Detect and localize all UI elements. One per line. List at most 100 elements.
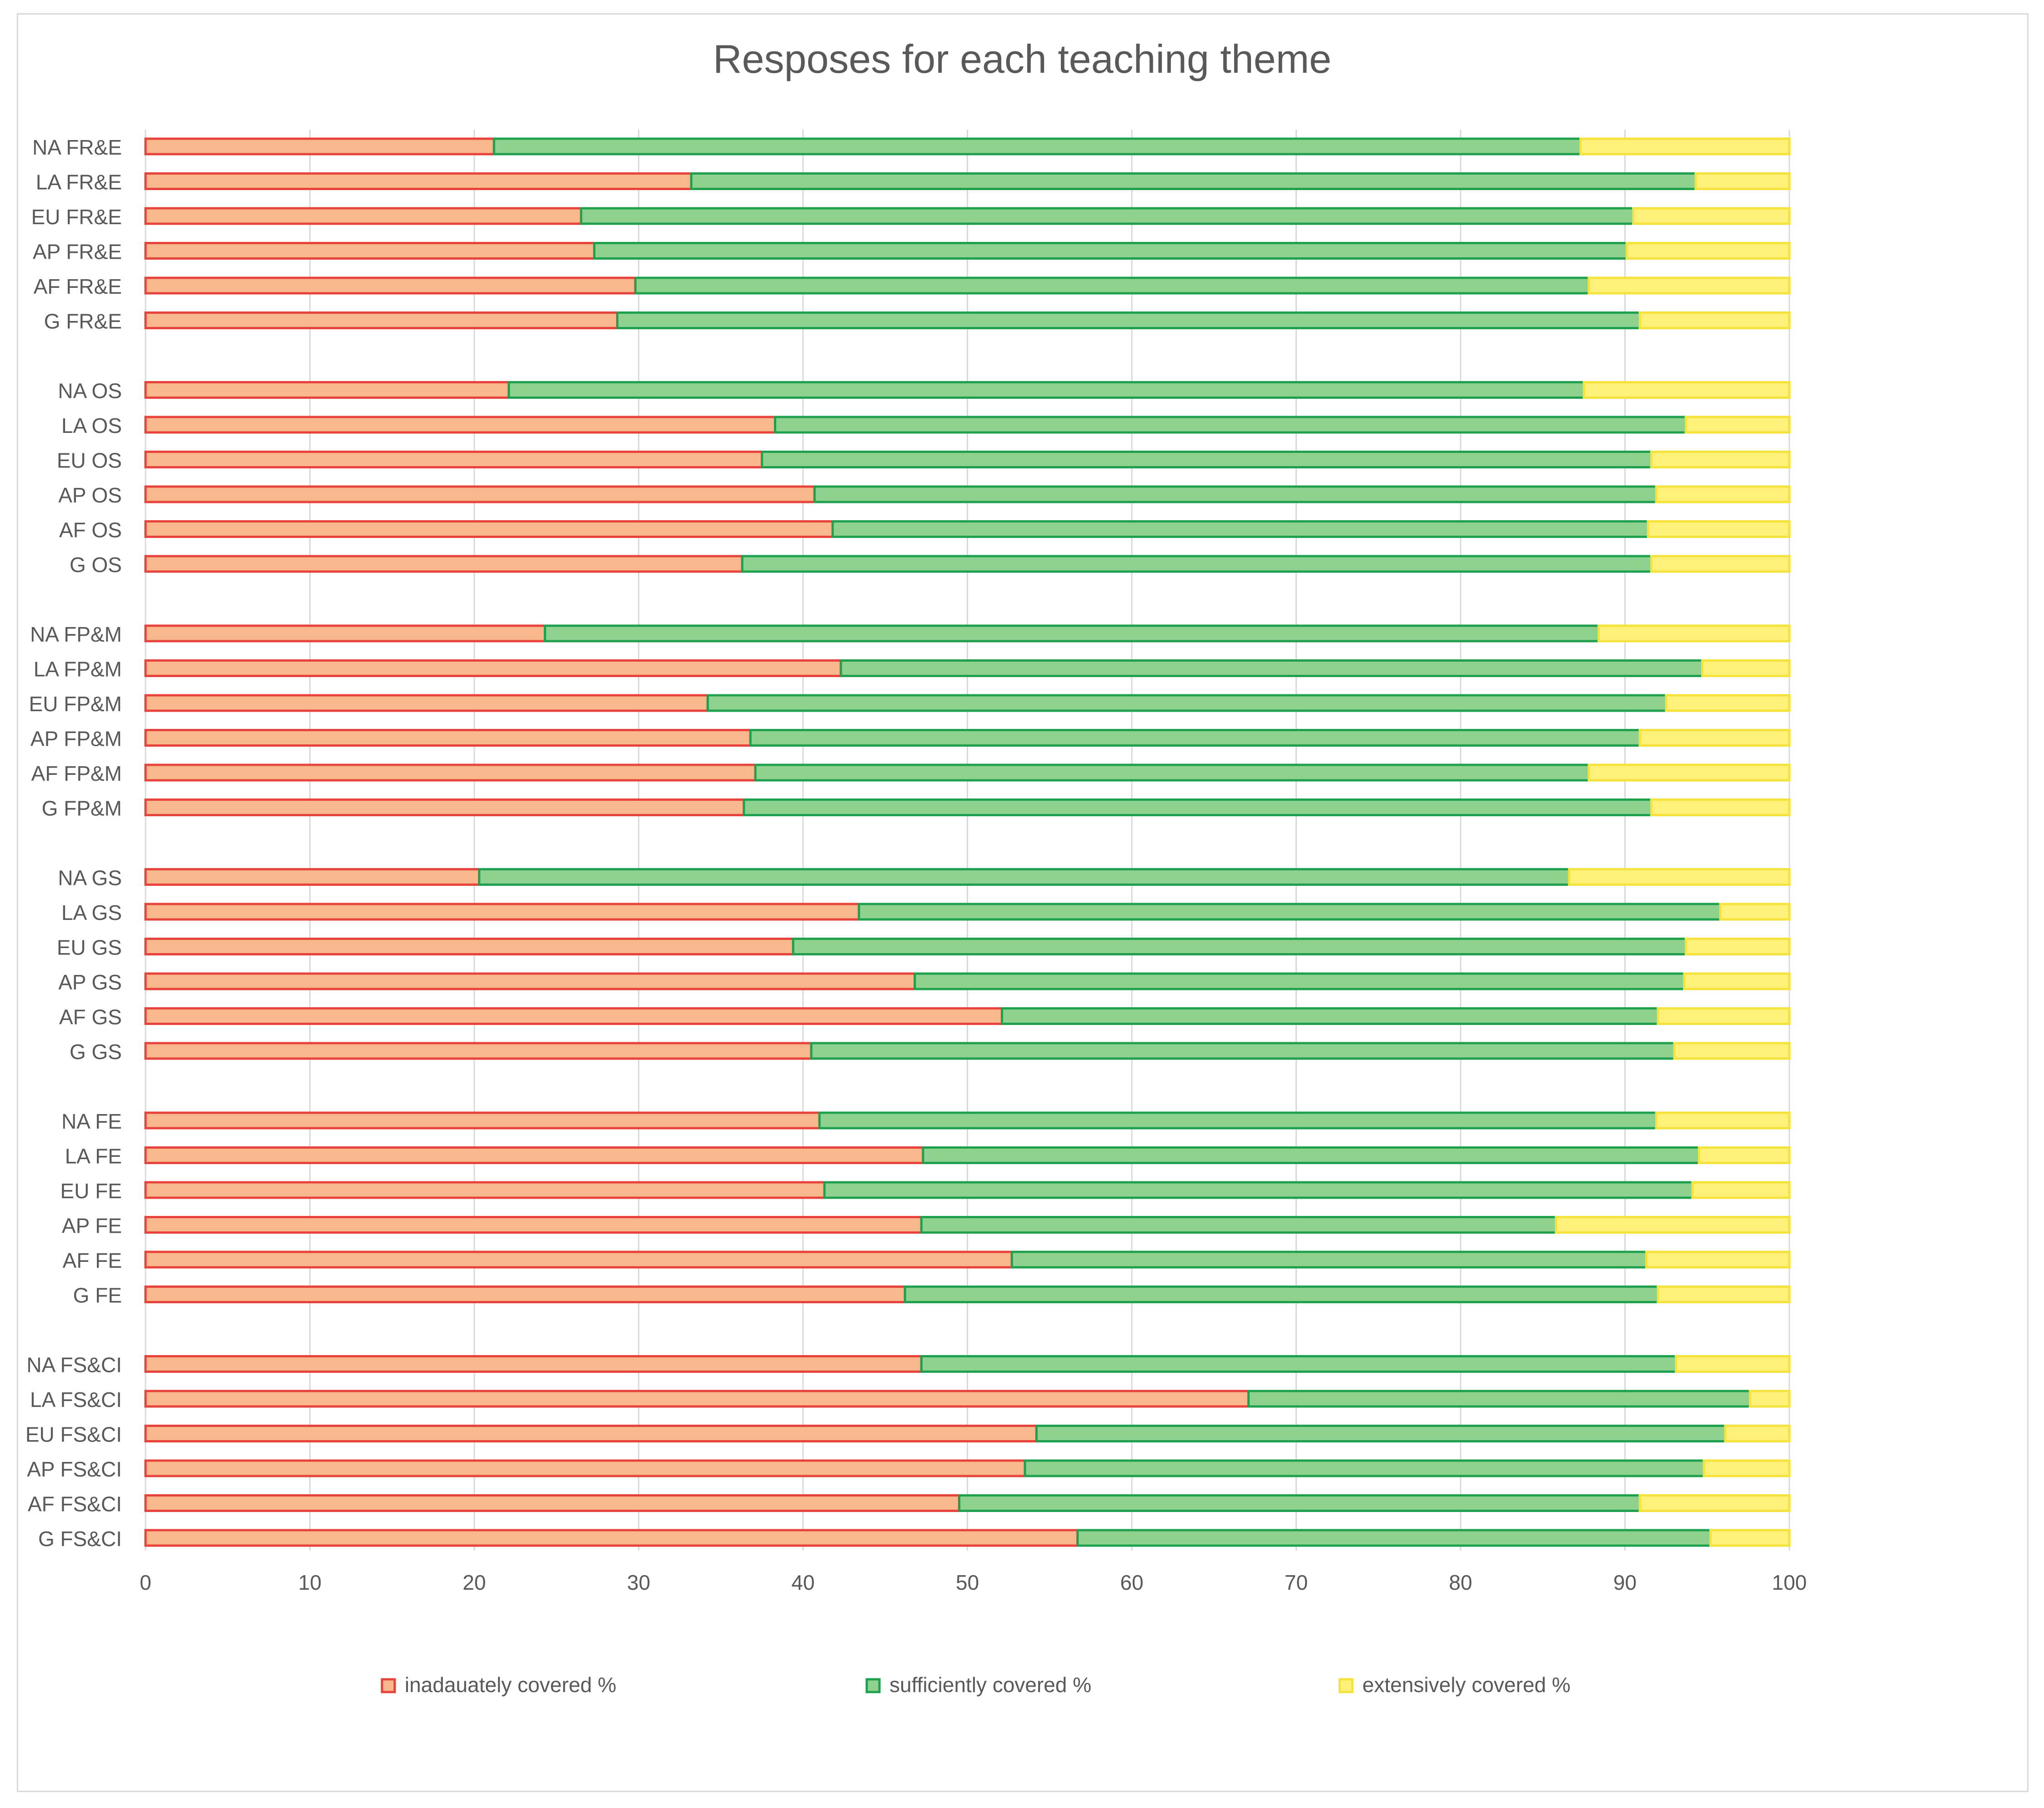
category-label: EU OS — [57, 449, 122, 472]
x-tick-label: 50 — [956, 1571, 979, 1594]
bar-segment-inadequate — [144, 659, 842, 677]
bar-segment-sufficient — [743, 799, 1652, 816]
chart-title: Resposes for each teaching theme — [713, 36, 1331, 81]
bar-segment-sufficient — [920, 1216, 1557, 1234]
bar-segment-inadequate — [144, 1494, 960, 1512]
bar-segment-inadequate — [144, 624, 546, 643]
bar-segment-extensive — [1683, 972, 1791, 990]
category-label: NA OS — [58, 379, 122, 403]
bar-segment-inadequate — [144, 868, 481, 886]
x-tick-label: 30 — [627, 1571, 650, 1594]
category-label: AF FP&M — [31, 762, 122, 785]
category-label: G GS — [70, 1040, 122, 1064]
bar-segment-extensive — [1665, 694, 1791, 712]
bar-segment-inadequate — [144, 1181, 826, 1199]
category-label: EU FP&M — [29, 692, 122, 716]
category-label: AP FE — [62, 1214, 122, 1238]
category-label: G FE — [73, 1284, 122, 1307]
bar-segment-inadequate — [144, 381, 510, 399]
bar-segment-extensive — [1697, 1146, 1791, 1164]
bar-segment-inadequate — [144, 520, 834, 538]
bar-segment-sufficient — [580, 207, 1635, 225]
x-tick-label: 90 — [1613, 1571, 1637, 1594]
bar-segment-extensive — [1684, 938, 1791, 955]
bar-segment-inadequate — [144, 1111, 821, 1130]
bar-segment-sufficient — [904, 1286, 1659, 1303]
bar-segment-sufficient — [1000, 1007, 1659, 1025]
bar-segment-sufficient — [754, 763, 1590, 782]
bar-segment-sufficient — [761, 451, 1652, 468]
category-label: LA OS — [61, 414, 122, 437]
bar-segment-sufficient — [690, 172, 1697, 190]
category-label: EU FR&E — [31, 205, 122, 229]
bar-segment-sufficient — [958, 1494, 1641, 1512]
bar-segment-sufficient — [858, 903, 1722, 921]
category-label: G FS&CI — [38, 1527, 122, 1551]
bar-segment-extensive — [1691, 1181, 1791, 1199]
category-label: G FP&M — [42, 797, 122, 820]
category-label: AF FR&E — [34, 275, 122, 298]
bar-segment-inadequate — [144, 242, 596, 260]
bar-segment-inadequate — [144, 1146, 924, 1164]
bar-segment-sufficient — [616, 311, 1641, 329]
category-label: AP OS — [58, 483, 122, 507]
bar-segment-extensive — [1579, 137, 1791, 156]
bar-segment-extensive — [1568, 868, 1791, 886]
category-label: AF FE — [63, 1249, 122, 1272]
bar-segment-sufficient — [492, 137, 1582, 156]
bar-segment-extensive — [1650, 555, 1791, 573]
legend-swatch — [865, 1678, 881, 1693]
bar-segment-extensive — [1650, 799, 1791, 816]
bar-segment-inadequate — [144, 763, 757, 782]
bar-segment-sufficient — [1024, 1459, 1705, 1477]
bar-segment-inadequate — [144, 1216, 923, 1234]
bar-segment-extensive — [1650, 451, 1791, 468]
category-label: EU FE — [60, 1179, 122, 1203]
bar-segment-inadequate — [144, 172, 693, 190]
bar-segment-inadequate — [144, 1529, 1079, 1547]
bar-segment-inadequate — [144, 694, 709, 712]
bar-segment-inadequate — [144, 207, 583, 225]
bar-segment-sufficient — [823, 1181, 1694, 1199]
bar-segment-inadequate — [144, 1459, 1026, 1477]
category-label: NA FP&M — [30, 623, 122, 646]
bar-segment-inadequate — [144, 799, 745, 816]
bar-segment-extensive — [1587, 276, 1791, 295]
x-tick-label: 0 — [140, 1571, 151, 1594]
bar-segment-extensive — [1702, 1459, 1791, 1477]
category-label: AF GS — [59, 1005, 122, 1029]
bar-segment-extensive — [1645, 1251, 1791, 1269]
bar-segment-extensive — [1748, 1390, 1791, 1408]
bar-segment-extensive — [1675, 1355, 1791, 1373]
bar-segment-sufficient — [810, 1042, 1676, 1060]
category-label: NA FS&CI — [26, 1353, 122, 1377]
x-tick-label: 70 — [1285, 1571, 1308, 1594]
category-label: AF FS&CI — [28, 1492, 122, 1516]
bar-segment-extensive — [1701, 659, 1791, 677]
bar-segment-extensive — [1709, 1529, 1791, 1547]
bar-segment-extensive — [1597, 624, 1791, 643]
x-tick-label: 10 — [298, 1571, 321, 1594]
bar-segment-extensive — [1632, 207, 1791, 225]
bar-segment-sufficient — [792, 938, 1687, 955]
x-tick-label: 20 — [462, 1571, 486, 1594]
bar-segment-inadequate — [144, 137, 495, 156]
bar-segment-sufficient — [922, 1146, 1700, 1164]
bars — [144, 137, 1791, 1547]
legend-swatch — [1338, 1678, 1354, 1693]
legend-label: sufficiently covered % — [889, 1673, 1091, 1697]
bar-segment-sufficient — [1076, 1529, 1712, 1547]
bar-segment-sufficient — [839, 659, 1703, 677]
x-tick-label: 60 — [1120, 1571, 1143, 1594]
category-label: AP FS&CI — [27, 1457, 122, 1481]
bar-segment-inadequate — [144, 485, 816, 503]
bar-segment-extensive — [1647, 520, 1791, 538]
bar-segment-extensive — [1719, 903, 1791, 921]
bar-segment-extensive — [1638, 729, 1791, 747]
bar-segment-inadequate — [144, 938, 794, 955]
category-label: LA FE — [65, 1145, 122, 1168]
bar-segment-inadequate — [144, 1425, 1038, 1442]
bar-segment-extensive — [1673, 1042, 1791, 1060]
bar-segment-sufficient — [914, 972, 1686, 990]
